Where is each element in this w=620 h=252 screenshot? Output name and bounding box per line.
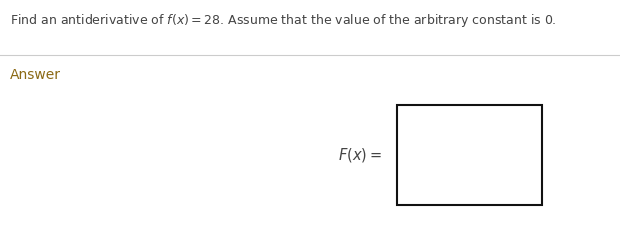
Text: Answer: Answer	[10, 68, 61, 82]
Bar	[397, 105, 542, 205]
Text: Find an antiderivative of $f(x) = 28$. Assume that the value of the arbitrary co: Find an antiderivative of $f(x) = 28$. A…	[10, 12, 557, 29]
Text: $F(x) =$: $F(x) =$	[338, 146, 382, 164]
